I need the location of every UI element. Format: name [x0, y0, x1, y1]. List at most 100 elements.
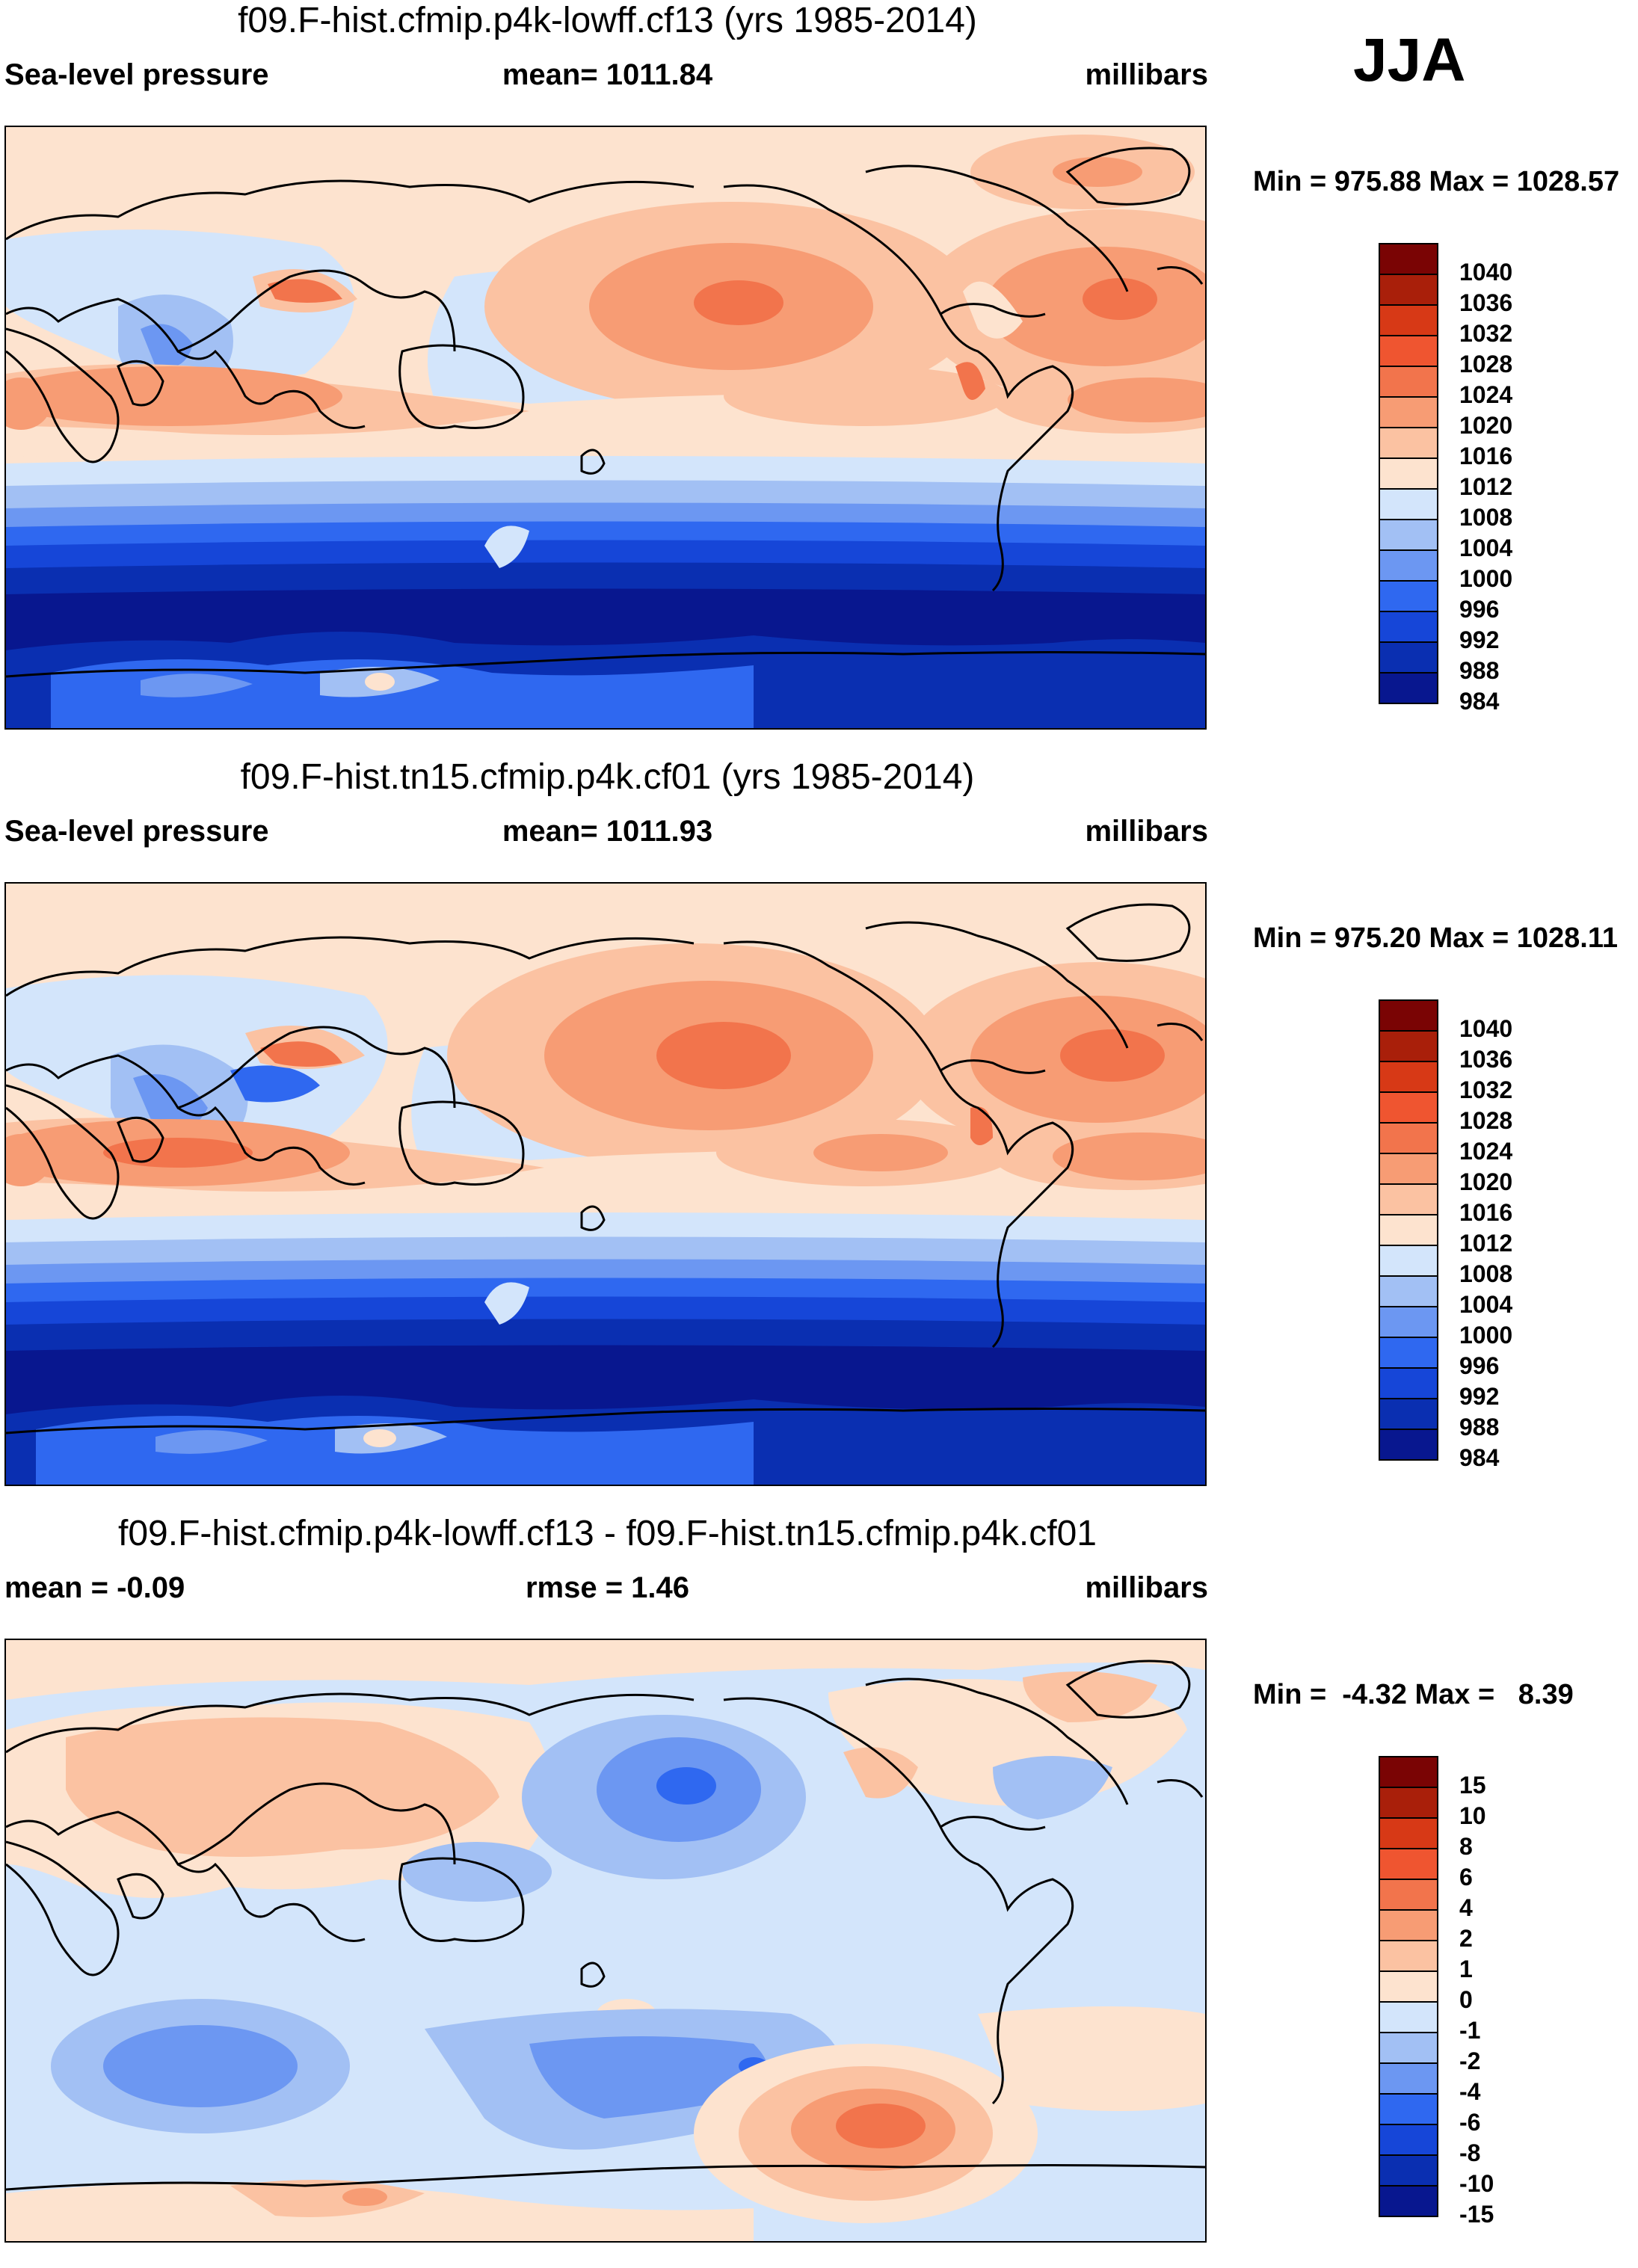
colorbar-tick-label: 6: [1459, 1864, 1473, 1890]
colorbar-tick-label: 1008: [1459, 1260, 1513, 1287]
colorbar-tick-label: 1004: [1459, 1291, 1513, 1318]
colorbar-swatch: [1379, 396, 1438, 428]
panel-difference: f09.F-hist.cfmip.p4k-lowff.cf13 - f09.F-…: [0, 1513, 1638, 2268]
colorbar-tick-label: 1036: [1459, 1046, 1513, 1073]
colorbar-tick-label: 1028: [1459, 1107, 1513, 1134]
colorbar-swatch: [1379, 1061, 1438, 1093]
units-label: millibars: [1085, 58, 1208, 91]
colorbar-swatch: [1379, 2093, 1438, 2125]
colorbar-tick-label: 10: [1459, 1802, 1486, 1829]
colorbar-tick-label: 988: [1459, 1414, 1500, 1440]
colorbar-swatch: [1379, 1429, 1438, 1461]
mean-label: mean = -0.09: [4, 1571, 185, 1604]
colorbar-tick-label: 4: [1459, 1894, 1473, 1921]
colorbar-swatch: [1379, 1848, 1438, 1880]
colorbar-tick-label: 984: [1459, 1444, 1500, 1471]
panel-title: f09.F-hist.cfmip.p4k-lowff.cf13 (yrs 198…: [238, 1, 977, 40]
colorbar-tick-label: 992: [1459, 1383, 1500, 1410]
colorbar-tick-label: -2: [1459, 2047, 1481, 2074]
colorbar-tick-label: 1016: [1459, 1199, 1513, 1226]
colorbar-tick-label: 1004: [1459, 534, 1513, 561]
colorbar-tick-label: 984: [1459, 688, 1500, 715]
colorbar-tick-label: 8: [1459, 1833, 1473, 1860]
colorbar-tick-label: 1016: [1459, 443, 1513, 469]
map-svg: [6, 884, 1205, 1485]
colorbar-swatch: [1379, 1183, 1438, 1215]
colorbar-tick-label: 988: [1459, 657, 1500, 684]
colorbar-tick-label: 1008: [1459, 504, 1513, 531]
colorbar-swatch: [1379, 2032, 1438, 2064]
colorbar-swatch: [1379, 641, 1438, 674]
colorbar-swatch: [1379, 2154, 1438, 2187]
colorbar-swatch: [1379, 1122, 1438, 1154]
minmax-label: Min = 975.88 Max = 1028.57: [1253, 166, 1620, 197]
colorbar-tick-label: 1020: [1459, 1168, 1513, 1195]
panel-model-a: f09.F-hist.cfmip.p4k-lowff.cf13 (yrs 198…: [0, 0, 1638, 755]
colorbar-swatch: [1379, 243, 1438, 275]
panel-title: f09.F-hist.tn15.cfmip.p4k.cf01 (yrs 1985…: [240, 757, 975, 797]
coastlines: [6, 903, 1205, 1435]
colorbar-swatch: [1379, 1367, 1438, 1399]
colorbar-tick-label: -6: [1459, 2109, 1481, 2136]
colorbar-swatch: [1379, 274, 1438, 306]
colorbar-swatch: [1379, 1337, 1438, 1369]
map-svg: [6, 1640, 1205, 2241]
colorbar-tick-label: 1020: [1459, 412, 1513, 439]
colorbar-tick-label: 992: [1459, 626, 1500, 653]
colorbar-swatch: [1379, 672, 1438, 704]
variable-label: Sea-level pressure: [4, 815, 269, 848]
colorbar-tick-label: 996: [1459, 1352, 1500, 1379]
colorbar-swatch: [1379, 549, 1438, 582]
colorbar-swatch: [1379, 1970, 1438, 2003]
colorbar-swatch: [1379, 457, 1438, 490]
slp-map: [4, 882, 1207, 1486]
colorbar-swatch: [1379, 1787, 1438, 1819]
colorbar-swatch: [1379, 580, 1438, 612]
colorbar-swatch: [1379, 1306, 1438, 1338]
colorbar-swatch: [1379, 488, 1438, 520]
colorbar-swatch: [1379, 519, 1438, 551]
variable-label: Sea-level pressure: [4, 58, 269, 91]
panel-model-b: f09.F-hist.tn15.cfmip.p4k.cf01 (yrs 1985…: [0, 756, 1638, 1512]
colorbar-swatch: [1379, 1398, 1438, 1430]
mean-label: mean= 1011.93: [502, 815, 713, 848]
colorbar-tick-label: 1000: [1459, 1322, 1513, 1349]
colorbar-swatch: [1379, 1153, 1438, 1185]
colorbar-swatch: [1379, 611, 1438, 643]
colorbar-swatch: [1379, 2062, 1438, 2095]
colorbar-tick-label: 996: [1459, 596, 1500, 623]
colorbar-swatch: [1379, 1940, 1438, 1972]
units-label: millibars: [1085, 815, 1208, 848]
colorbar-swatch: [1379, 1909, 1438, 1941]
colorbar-tick-label: 1040: [1459, 1015, 1513, 1042]
mean-label: mean= 1011.84: [502, 58, 713, 91]
map-svg: [6, 127, 1205, 728]
colorbar-tick-label: 1000: [1459, 565, 1513, 592]
season-label: JJA: [1353, 26, 1466, 94]
colorbar-swatch: [1379, 2124, 1438, 2156]
colorbar-swatch: [1379, 1091, 1438, 1124]
colorbar-tick-label: -1: [1459, 2017, 1481, 2044]
colorbar-tick-label: 1024: [1459, 1138, 1513, 1165]
colorbar-tick-label: -10: [1459, 2170, 1494, 2197]
colorbar-tick-label: 1: [1459, 1956, 1473, 1982]
units-label: millibars: [1085, 1571, 1208, 1604]
colorbar-tick-label: 1012: [1459, 473, 1513, 500]
colorbar-tick-label: 1024: [1459, 381, 1513, 408]
colorbar-swatch: [1379, 1245, 1438, 1277]
colorbar-tick-label: 1036: [1459, 289, 1513, 316]
colorbar-swatch: [1379, 366, 1438, 398]
colorbar-swatch: [1379, 1817, 1438, 1849]
colorbar-swatch: [1379, 1030, 1438, 1062]
colorbar-tick-label: 1012: [1459, 1230, 1513, 1257]
minmax-label: Min = 975.20 Max = 1028.11: [1253, 922, 1619, 954]
rmse-label: rmse = 1.46: [525, 1571, 690, 1604]
colorbar-swatch: [1379, 1214, 1438, 1246]
colorbar-tick-label: 1040: [1459, 259, 1513, 286]
colorbar-swatch: [1379, 1756, 1438, 1788]
colorbar-tick-label: 1028: [1459, 351, 1513, 378]
colorbar-swatch: [1379, 999, 1438, 1032]
colorbar-tick-label: 1032: [1459, 1076, 1513, 1103]
colorbar-swatch: [1379, 304, 1438, 336]
coastlines: [6, 1660, 1205, 2191]
